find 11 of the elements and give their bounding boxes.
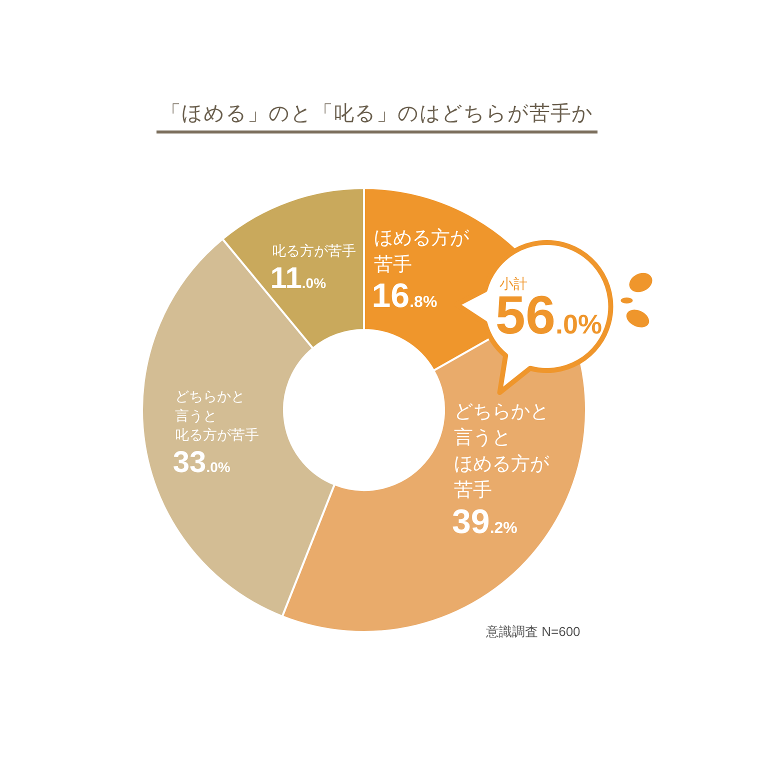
chart-title: 「ほめる」のと「叱る」のはどちらが苦手か: [160, 102, 594, 125]
data-label: 16.8%: [372, 277, 438, 316]
data-label: 39.2%: [452, 502, 518, 541]
slice-label: 叱る方が苦手: [272, 242, 356, 259]
text: 小計 56.0%: [495, 276, 602, 346]
slice-label: どちらかと言うと叱る方が苦手: [174, 388, 259, 443]
text: 意識調査 N=600: [485, 624, 580, 639]
slice-label: どちらかと言うとほめる方が苦手: [454, 401, 550, 502]
data-label: 11.0%: [270, 262, 327, 296]
data-label: 33.0%: [172, 446, 231, 479]
slice-label: ほめる方が苦手: [374, 227, 470, 276]
